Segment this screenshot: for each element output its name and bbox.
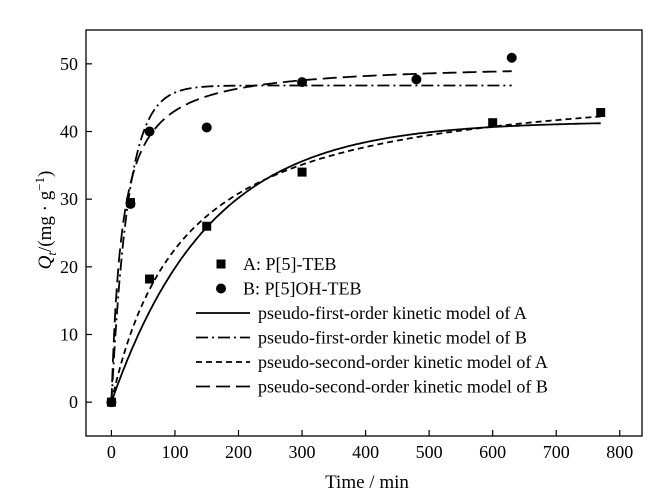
x-tick-label: 600: [479, 442, 506, 462]
point-square: [202, 221, 212, 231]
legend-label: pseudo-second-order kinetic model of B: [258, 377, 548, 397]
point-square: [297, 167, 307, 177]
y-tick-label: 10: [60, 325, 78, 345]
point-circle: [106, 397, 117, 408]
y-tick-label: 0: [69, 392, 78, 412]
point-circle: [125, 198, 136, 209]
data-points: [106, 52, 606, 408]
point-circle: [201, 122, 212, 133]
y-tick-label: 30: [60, 189, 78, 209]
point-circle: [506, 52, 517, 63]
point-square: [145, 274, 155, 284]
x-tick-label: 400: [352, 442, 379, 462]
y-axis-label-q: Q: [35, 255, 56, 269]
curve-second-order-long-dash: [110, 70, 512, 403]
y-tick-label: 50: [60, 54, 78, 74]
legend-label: A: P[5]-TEB: [243, 254, 337, 274]
plot-frame: [85, 29, 643, 437]
legend-label: B: P[5]OH-TEB: [243, 279, 362, 299]
y-axis-label-unit-close: ): [35, 171, 56, 177]
y-tick-label: 20: [60, 257, 78, 277]
x-axis-label: Time / min: [325, 472, 409, 493]
legend-label: pseudo-second-order kinetic model of A: [258, 352, 548, 372]
legend-label: pseudo-first-order kinetic model of B: [258, 328, 527, 348]
x-tick-label: 200: [225, 442, 252, 462]
y-axis-label-superscript: −1: [32, 177, 47, 191]
point-circle: [144, 126, 155, 137]
legend-square-marker: [216, 259, 226, 269]
x-tick-label: 100: [161, 442, 188, 462]
curve-first-order-solid: [110, 122, 601, 403]
legend: A: P[5]-TEB B: P[5]OH-TEB pseudo-first-ord…: [196, 254, 548, 397]
legend-circle-marker: [216, 283, 226, 294]
y-axis-label: Qt/(mg · g−1): [32, 171, 59, 270]
model-curves: [110, 70, 601, 403]
x-tick-label: 800: [606, 442, 633, 462]
point-circle: [411, 74, 422, 85]
point-square: [488, 118, 498, 128]
point-square: [596, 108, 606, 118]
x-tick-label: 0: [107, 442, 116, 462]
axis-ticks: 0 100 200 300 400 500 600 700 800 0 10 20 30 40 50: [60, 54, 633, 462]
y-axis-label-unit: /(mg · g: [35, 190, 56, 252]
x-tick-label: 500: [416, 442, 443, 462]
legend-label: pseudo-first-order kinetic model of A: [258, 303, 527, 323]
x-tick-label: 700: [543, 442, 570, 462]
y-tick-label: 40: [60, 122, 78, 142]
curve-first-order-dash-dot: [110, 84, 512, 403]
x-tick-label: 300: [289, 442, 316, 462]
curve-second-order-short-dash: [110, 115, 601, 403]
point-circle: [297, 77, 308, 88]
y-axis-label-subscript: t: [44, 252, 59, 256]
